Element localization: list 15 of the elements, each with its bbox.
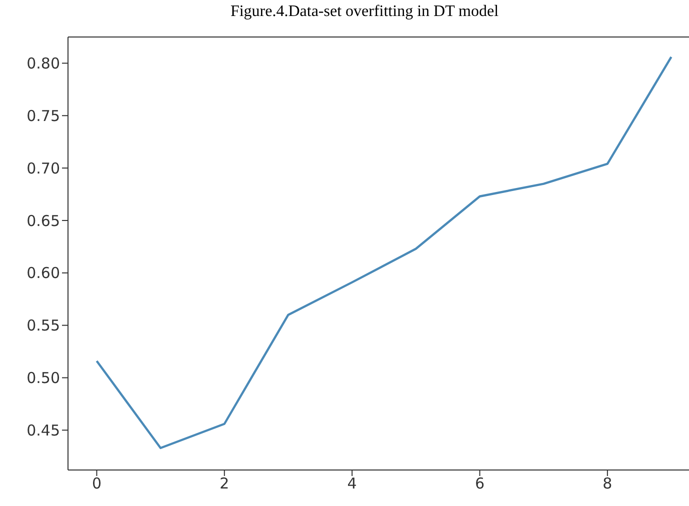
y-tick-label: 0.45 [26,421,60,440]
y-tick-label: 0.65 [26,212,60,230]
x-tick-label: 4 [347,474,357,493]
x-tick-label: 6 [474,474,485,493]
y-tick-label: 0.50 [26,369,60,388]
line-series [96,56,672,450]
y-tick-label: 0.60 [26,264,60,282]
x-tick-label: 8 [602,474,612,493]
y-tick-label: 0.55 [26,316,60,335]
chart-title: Figure.4.Data-set overfitting in DT model [229,2,500,22]
x-tick-label: 0 [92,474,102,493]
y-tick-label: 0.70 [26,159,60,178]
y-tick-label: 0.75 [26,106,60,125]
x-tick-label: 2 [220,474,230,493]
y-tick-label: 0.80 [26,54,60,73]
